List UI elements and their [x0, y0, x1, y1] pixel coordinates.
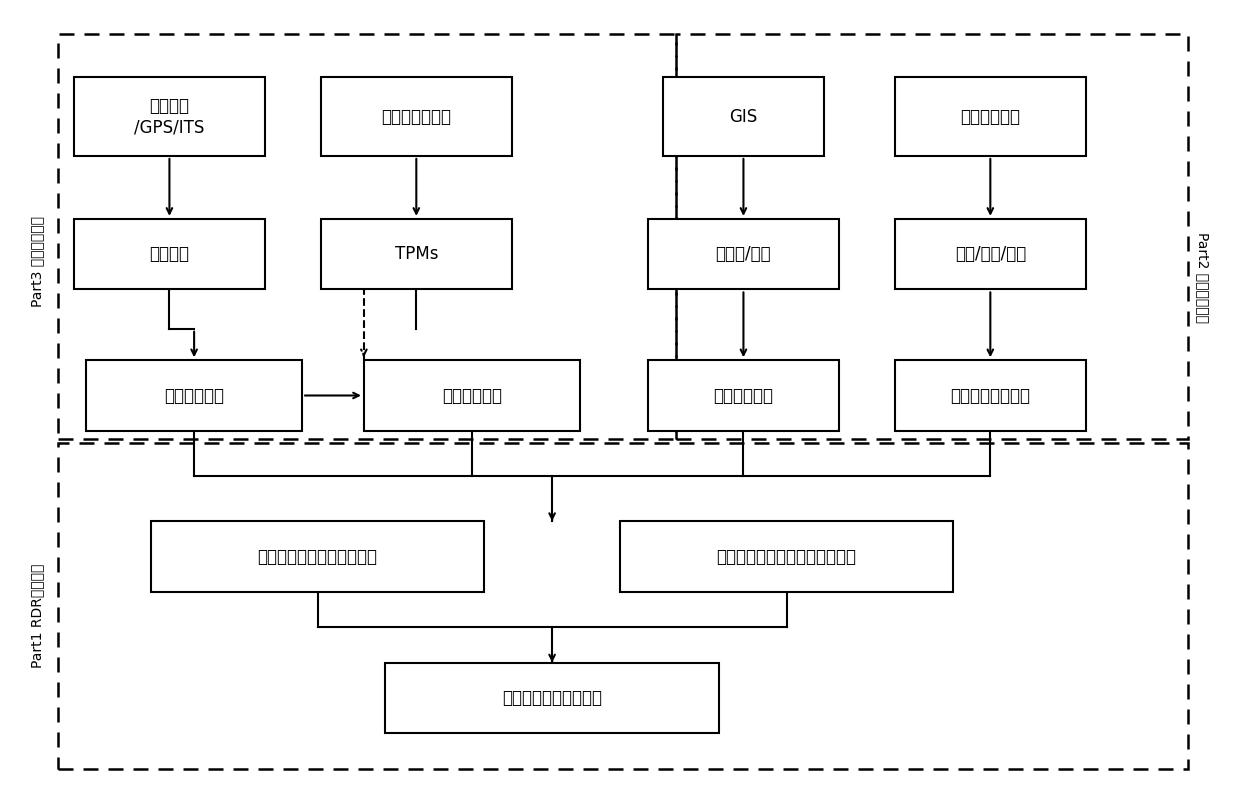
FancyBboxPatch shape — [86, 360, 303, 431]
FancyBboxPatch shape — [321, 78, 512, 156]
FancyBboxPatch shape — [73, 78, 265, 156]
FancyBboxPatch shape — [895, 78, 1086, 156]
Text: 路面坡度估计: 路面坡度估计 — [713, 387, 774, 404]
FancyBboxPatch shape — [895, 219, 1086, 290]
Text: GIS: GIS — [729, 108, 758, 126]
Text: 路径信息: 路径信息 — [150, 245, 190, 263]
Text: Part3 车速预测模型: Part3 车速预测模型 — [30, 217, 45, 308]
FancyBboxPatch shape — [895, 360, 1086, 431]
FancyBboxPatch shape — [151, 521, 484, 592]
Text: 剩余能量预测模型（电池模型）: 剩余能量预测模型（电池模型） — [717, 547, 857, 566]
FancyBboxPatch shape — [647, 360, 839, 431]
FancyBboxPatch shape — [620, 521, 954, 592]
Text: 滚动阻力系数估计: 滚动阻力系数估计 — [950, 387, 1030, 404]
Text: 经纬度/高度: 经纬度/高度 — [715, 245, 771, 263]
Text: Part1 RDR计算模型: Part1 RDR计算模型 — [30, 563, 45, 668]
FancyBboxPatch shape — [663, 78, 823, 156]
Text: 电子地图
/GPS/ITS: 电子地图 /GPS/ITS — [134, 97, 205, 136]
Text: TPMs: TPMs — [394, 245, 438, 263]
FancyBboxPatch shape — [321, 219, 512, 290]
Text: 能耗预测模型（车辆模型）: 能耗预测模型（车辆模型） — [258, 547, 377, 566]
Text: 随机车速预测: 随机车速预测 — [164, 387, 224, 404]
Text: 温度/风速/风向: 温度/风速/风向 — [955, 245, 1025, 263]
FancyBboxPatch shape — [647, 219, 839, 290]
FancyBboxPatch shape — [363, 360, 580, 431]
FancyBboxPatch shape — [73, 219, 265, 290]
Text: 剩余行驶里程显示模型: 剩余行驶里程显示模型 — [502, 689, 603, 707]
Text: 驾驶员历史数据: 驾驶员历史数据 — [382, 108, 451, 126]
Text: 整车质量估计: 整车质量估计 — [441, 387, 502, 404]
FancyBboxPatch shape — [386, 663, 719, 733]
Text: 天气预报系统: 天气预报系统 — [960, 108, 1021, 126]
Text: Part2 参数估计模型: Part2 参数估计模型 — [1195, 233, 1210, 324]
